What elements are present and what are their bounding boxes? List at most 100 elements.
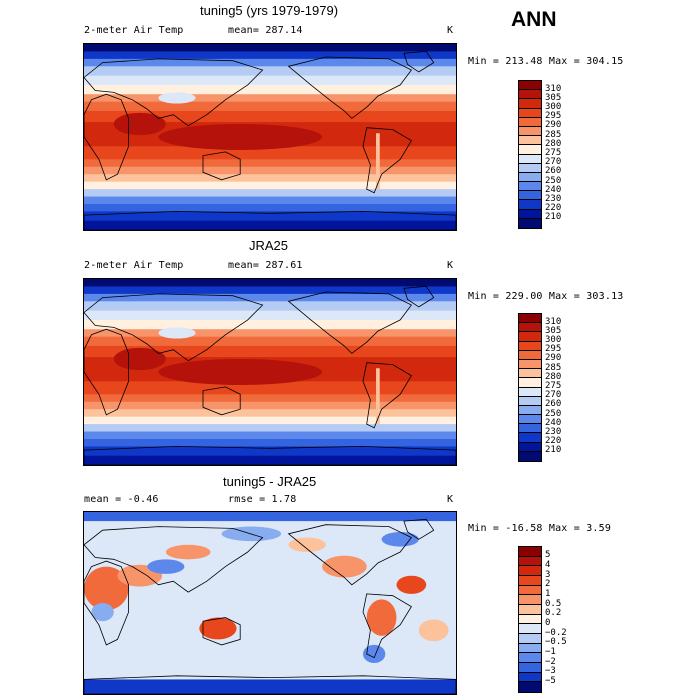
colorbar-tick-label: 3 (545, 569, 551, 580)
colorbar-tick-label: 285 (545, 362, 562, 373)
colorbar-temperature (518, 80, 542, 229)
colorbar-tick-label: 210 (545, 212, 562, 223)
colorbar-tick-label: 210 (545, 445, 562, 456)
coastline (403, 518, 435, 540)
coastline (403, 285, 435, 308)
colorbar-tick-label: 300 (545, 102, 562, 113)
coastline (202, 151, 241, 181)
colorbar-tick-label: 4 (545, 559, 551, 570)
colorbar-swatch (519, 117, 541, 127)
colorbar-tick-label: 280 (545, 138, 562, 149)
colorbar-swatch (519, 415, 541, 425)
coastline (202, 386, 241, 416)
coastline (362, 593, 412, 659)
colorbar-swatch (519, 405, 541, 416)
mean-label: mean= 287.14 (228, 25, 303, 36)
colorbar-swatch (519, 556, 541, 567)
coastline (202, 617, 241, 646)
map-reanalysis-temperature (83, 278, 457, 466)
colorbar-ticks: 310 305 300 295 290 285 280 275 270 260 250 240 230 2… (545, 313, 585, 460)
coastline (403, 50, 435, 73)
colorbar-swatch (519, 341, 541, 351)
variable-label: 2-meter Air Temp (84, 25, 184, 36)
colorbar-swatch (519, 369, 541, 379)
colorbar-tick-label: 295 (545, 344, 562, 355)
colorbar-swatch (519, 566, 541, 576)
coastline (84, 675, 456, 694)
colorbar-swatch (519, 387, 541, 397)
colorbar-tick-label: 260 (545, 399, 562, 410)
colorbar-swatch (519, 682, 541, 692)
colorbar-tick-label: 275 (545, 148, 562, 158)
colorbar-swatch (519, 332, 541, 342)
colorbar-swatch (519, 209, 541, 219)
panel-title: tuning5 - JRA25 (223, 474, 317, 489)
colorbar-ticks: 5 4 3 2 1 0.5 0.2 0 −0.2 −0.5 −1 −2 −3 −5 (545, 546, 585, 691)
colorbar-tick-label: −2 (545, 656, 556, 667)
coastline (362, 362, 412, 429)
colorbar-swatch (519, 653, 541, 663)
colorbar-tick-label: 220 (545, 203, 562, 214)
colorbar-tick-label: 300 (545, 335, 562, 346)
colorbar-swatch (519, 172, 541, 183)
colorbar-tick-label: 305 (545, 92, 562, 103)
map-model-temperature (83, 43, 457, 231)
colorbar-swatch (519, 182, 541, 192)
colorbar-swatch (519, 595, 541, 605)
colorbar-tick-label: 250 (545, 408, 562, 419)
colorbar-tick-label: 230 (545, 426, 562, 437)
colorbar-tick-label: 310 (545, 83, 562, 94)
colorbar-swatch (519, 576, 541, 586)
colorbar-swatch (519, 643, 541, 654)
colorbar-swatch (519, 624, 541, 634)
panel-title: JRA25 (249, 238, 289, 253)
colorbar-tick-label: 0 (545, 617, 551, 628)
colorbar-tick-label: 310 (545, 316, 562, 327)
coastline (84, 210, 456, 230)
colorbar-tick-label: 1 (545, 588, 551, 599)
colorbar-tick-label: 240 (545, 184, 562, 195)
colorbar-tick-label: 230 (545, 193, 562, 204)
colorbar-tick-label: 5 (545, 550, 551, 561)
mean-label: mean= 287.61 (228, 260, 303, 271)
coastline (84, 526, 264, 593)
colorbar-tick-label: 240 (545, 417, 562, 428)
coastline (84, 445, 456, 465)
units-label: K (447, 494, 454, 505)
colorbar-swatch (519, 163, 541, 173)
colorbar-swatch (519, 614, 541, 625)
colorbar-tick-label: 2 (545, 579, 551, 590)
coastline (84, 58, 264, 127)
colorbar-swatch (519, 433, 541, 443)
min-max-label: Min = -16.58 Max = 3.59 (468, 523, 612, 534)
colorbar-swatch (519, 396, 541, 406)
colorbar-swatch (519, 126, 541, 137)
colorbar-difference (518, 546, 542, 693)
colorbar-swatch (519, 585, 541, 596)
colorbar-tick-label: 260 (545, 166, 562, 177)
colorbar-swatch (519, 99, 541, 109)
rmse-label: rmse = 1.78 (228, 494, 297, 505)
min-max-label: Min = 213.48 Max = 304.15 (468, 56, 624, 67)
colorbar-swatch (519, 605, 541, 615)
min-max-label: Min = 229.00 Max = 303.13 (468, 291, 624, 302)
colorbar-swatch (519, 378, 541, 388)
colorbar-swatch (519, 136, 541, 146)
colorbar-tick-label: 270 (545, 390, 562, 401)
colorbar-tick-label: −1 (545, 646, 556, 657)
coastline (84, 293, 264, 362)
colorbar-swatch (519, 81, 541, 91)
colorbar-swatch (519, 200, 541, 210)
colorbar-tick-label: 295 (545, 111, 562, 122)
panel-title: tuning5 (yrs 1979-1979) (200, 3, 339, 18)
colorbar-swatch (519, 634, 541, 644)
colorbar-swatch (519, 424, 541, 434)
colorbar-swatch (519, 218, 541, 228)
colorbar-tick-label: 0.5 (545, 598, 562, 609)
coastline (84, 93, 129, 181)
coastline (84, 328, 129, 416)
colorbar-swatch (519, 90, 541, 100)
colorbar-tick-label: −5 (545, 675, 556, 686)
colorbar-tick-label: 285 (545, 129, 562, 140)
colorbar-tick-label: −3 (545, 666, 556, 677)
